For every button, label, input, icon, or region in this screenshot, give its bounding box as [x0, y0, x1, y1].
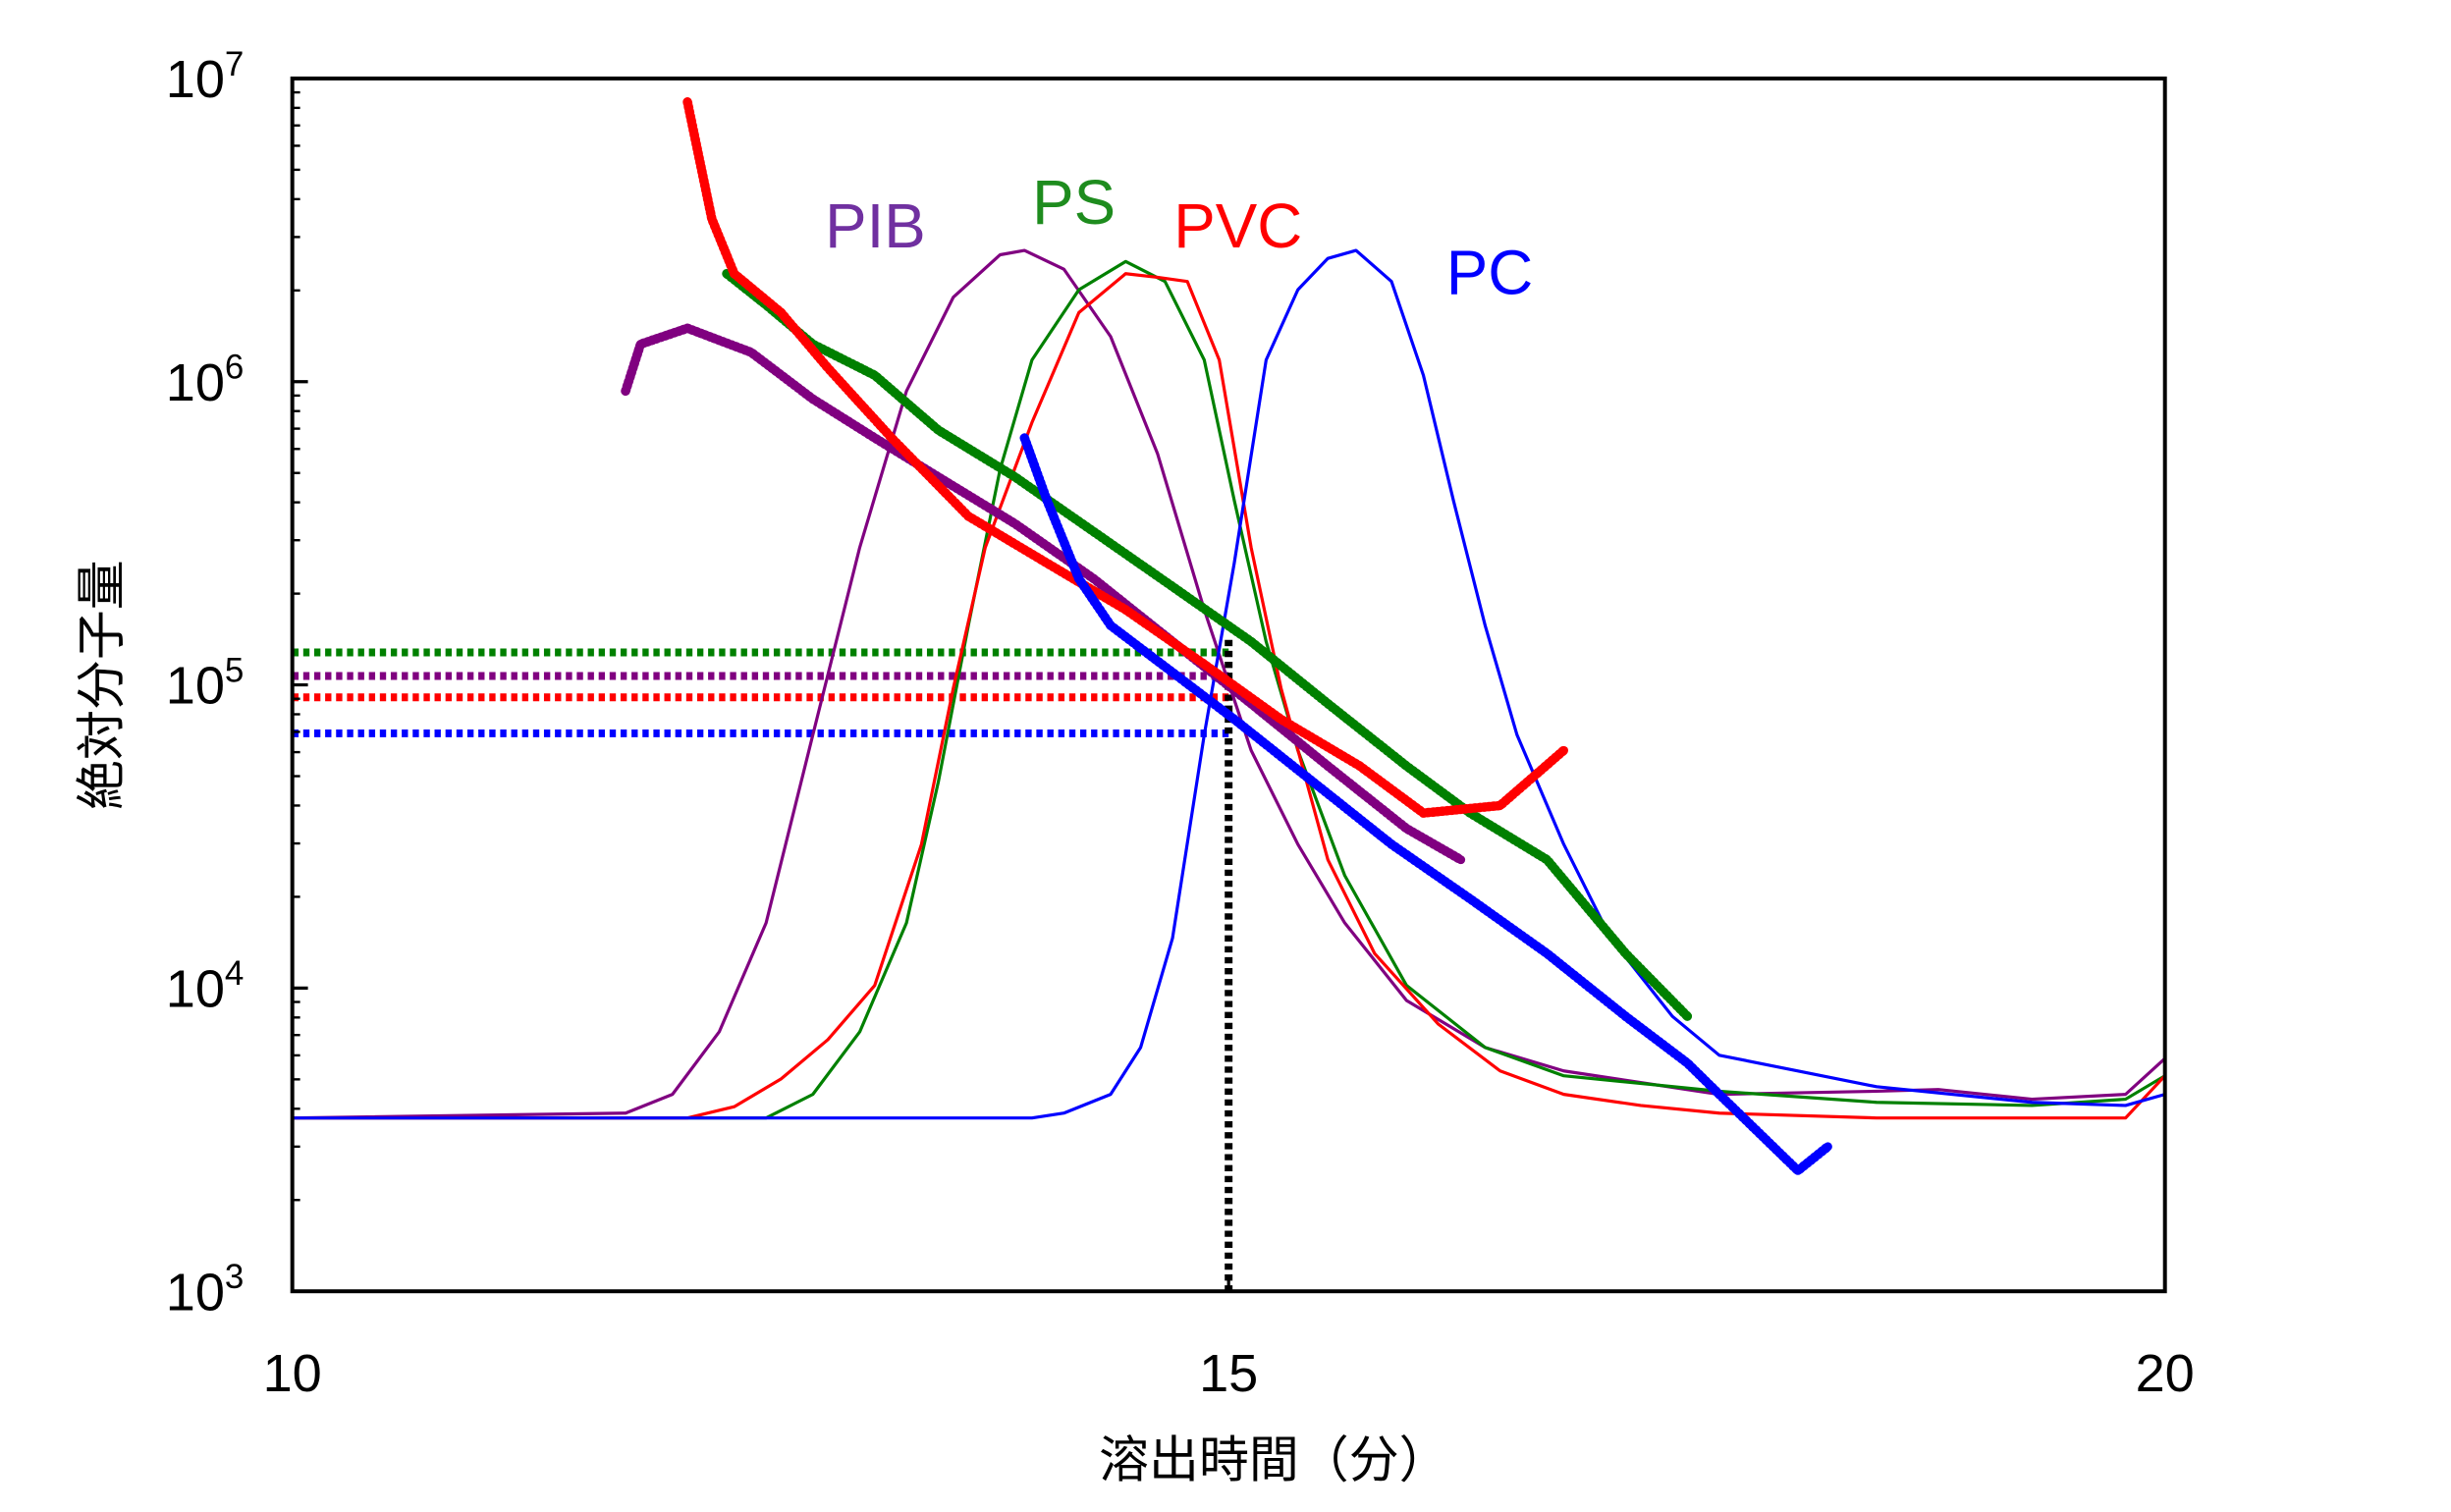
mw-point-ps	[1089, 527, 1099, 537]
mw-point-pc	[1019, 433, 1029, 443]
mw-point-pc	[1715, 1090, 1724, 1100]
y-tick-label: 105	[166, 651, 245, 715]
chromatogram-pib	[292, 248, 2166, 1120]
mw-point-pib	[621, 386, 630, 396]
mw-point-pib	[746, 348, 756, 357]
mw-point-pc	[1168, 668, 1177, 677]
mw-point-pvc	[823, 363, 833, 373]
mw-point-ps	[1168, 581, 1177, 591]
mw-point-pc	[1465, 893, 1475, 903]
mw-point-pc	[1229, 715, 1239, 725]
axes: 10 15 20 103 104 105 106 107	[166, 45, 2195, 1403]
mw-trace-pib	[621, 323, 1466, 865]
series-labels: PIB PS PVC PC	[825, 168, 1533, 308]
y-tick-label: 106	[166, 349, 245, 412]
mw-point-pvc	[682, 97, 692, 107]
mw-point-ps	[1010, 472, 1020, 482]
mw-point-pib	[635, 340, 645, 349]
y-tick-label: 104	[166, 954, 245, 1018]
mw-point-pc	[1542, 948, 1552, 958]
mw-point-pvc	[1355, 761, 1365, 771]
y-tick-label: 107	[166, 45, 245, 109]
series-label-pib: PIB	[825, 191, 926, 261]
mw-point-pvc	[776, 307, 786, 317]
mw-trace-pc	[1019, 433, 1833, 1176]
mw-point-pib	[1323, 761, 1333, 771]
x-axis-label: 溶出時間（分）	[1099, 1432, 1448, 1488]
mw-point-ps	[1323, 699, 1333, 709]
mw-point-ps	[1682, 1011, 1692, 1021]
mw-point-ps	[1621, 948, 1630, 958]
mw-point-pvc	[707, 214, 717, 224]
mw-point-pvc	[887, 433, 897, 443]
mw-point-pvc	[1042, 559, 1052, 568]
y-axis-label: 絶対分子量	[74, 560, 130, 810]
mw-point-pvc	[1120, 605, 1130, 615]
mw-point-pc	[1387, 839, 1396, 849]
chromatogram-pc	[292, 248, 2166, 1120]
mw-point-ps	[870, 370, 880, 380]
mw-point-pvc	[730, 269, 739, 279]
mw-point-pib	[808, 394, 818, 404]
mw-point-pc	[1793, 1165, 1803, 1175]
mw-point-pib	[682, 323, 692, 333]
y-tick-label: 103	[166, 1258, 245, 1322]
mw-point-pc	[1074, 573, 1084, 583]
plot-lines	[292, 97, 2166, 1292]
mw-point-pc	[1042, 496, 1052, 506]
mw-point-pib	[1401, 824, 1411, 834]
x-tick-label: 20	[2136, 1344, 2195, 1403]
mw-point-ps	[1542, 855, 1552, 865]
mw-point-pc	[1823, 1142, 1832, 1152]
mw-point-pib	[870, 433, 880, 443]
mw-point-pc	[1682, 1058, 1692, 1068]
chromatogram-pvc	[292, 272, 2166, 1120]
mw-point-pvc	[1419, 808, 1428, 818]
mw-point-pib	[1010, 518, 1020, 528]
x-tick-label: 15	[1199, 1344, 1258, 1403]
mw-point-pib	[1456, 855, 1466, 865]
series-label-ps: PS	[1032, 168, 1116, 238]
series-label-pvc: PVC	[1173, 191, 1302, 261]
mw-point-pc	[1621, 1011, 1630, 1021]
mw-point-pvc	[1559, 745, 1568, 755]
mw-point-pc	[1106, 621, 1116, 630]
mw-point-pvc	[1277, 715, 1286, 725]
mw-point-pvc	[1199, 660, 1209, 669]
mw-point-pvc	[963, 512, 973, 521]
mw-point-ps	[934, 425, 944, 435]
mw-point-pvc	[1496, 801, 1505, 810]
mw-point-ps	[1246, 636, 1256, 646]
mw-point-pib	[1089, 573, 1099, 583]
series-label-pc: PC	[1446, 239, 1533, 308]
mw-point-pc	[1308, 777, 1318, 786]
mw-point-ps	[1401, 761, 1411, 771]
mw-trace-ps	[722, 268, 1693, 1021]
x-tick-label: 10	[263, 1344, 322, 1403]
